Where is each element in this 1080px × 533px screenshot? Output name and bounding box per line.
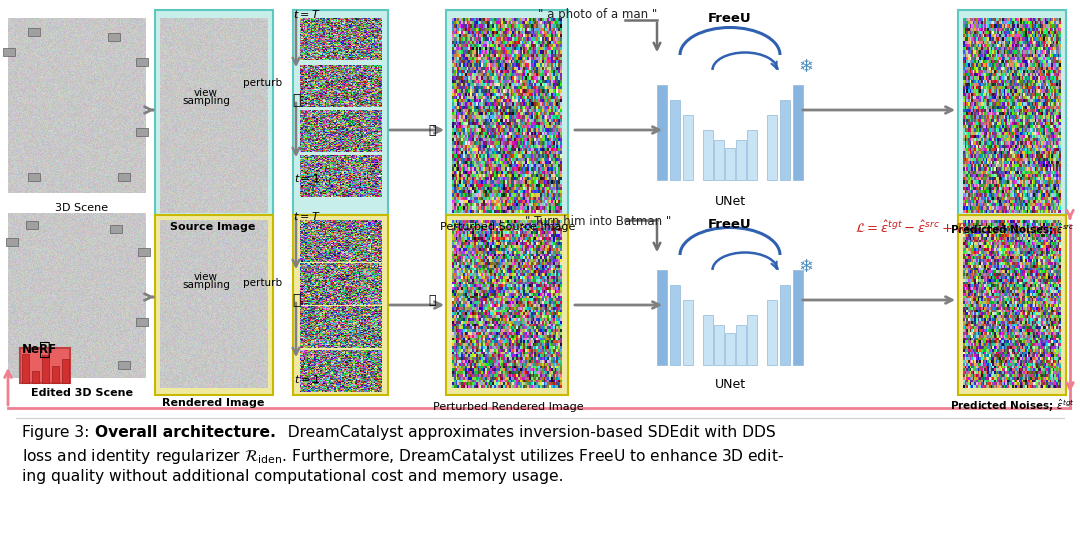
Text: 🧪: 🧪 [292, 93, 300, 107]
Text: Overall architecture.: Overall architecture. [95, 425, 276, 440]
Bar [138, 248, 150, 256]
Text: Perturbed Source Image: Perturbed Source Image [441, 222, 576, 232]
Bar [26, 221, 38, 229]
Bar [747, 130, 757, 180]
Bar [958, 215, 1066, 395]
Text: Perturbed Rendered Image: Perturbed Rendered Image [433, 402, 583, 412]
Bar [156, 215, 273, 395]
Text: ❄: ❄ [798, 58, 813, 76]
Text: 🎀: 🎀 [429, 124, 435, 136]
Text: ❄: ❄ [798, 258, 813, 276]
Text: UNet: UNet [715, 195, 745, 208]
Bar [293, 10, 388, 215]
Bar [21, 348, 70, 383]
Text: view: view [194, 272, 218, 282]
Text: view: view [194, 88, 218, 98]
Bar [725, 148, 735, 180]
Text: 3D Scene: 3D Scene [55, 203, 109, 213]
Text: $t=T$: $t=T$ [294, 8, 321, 20]
Bar [714, 325, 724, 365]
Text: 🔥: 🔥 [39, 340, 51, 359]
Bar [28, 173, 40, 181]
Bar [156, 10, 273, 215]
Bar [958, 10, 1066, 215]
Bar [28, 28, 40, 36]
Bar [703, 315, 713, 365]
Bar [657, 270, 667, 365]
Bar [747, 315, 757, 365]
Text: sampling: sampling [183, 280, 230, 290]
Bar [714, 140, 724, 180]
Text: $t=T$: $t=T$ [294, 210, 321, 222]
Bar [670, 285, 680, 365]
Bar [42, 373, 49, 383]
Bar [108, 33, 120, 41]
Bar [683, 300, 693, 365]
Bar [3, 48, 15, 56]
Text: $t=1$: $t=1$ [294, 373, 320, 385]
Text: DreamCatalyst approximates inversion-based SDEdit with DDS: DreamCatalyst approximates inversion-bas… [280, 425, 775, 440]
Bar [735, 140, 746, 180]
Text: perturb: perturb [243, 78, 282, 88]
Bar [780, 285, 789, 365]
Bar [293, 215, 388, 395]
Bar [136, 58, 148, 66]
Text: 🧪: 🧪 [292, 293, 300, 307]
Text: ing quality without additional computational cost and memory usage.: ing quality without additional computati… [22, 469, 564, 484]
Bar [793, 270, 804, 365]
Bar [136, 318, 148, 326]
Bar [780, 100, 789, 180]
Bar [22, 372, 29, 383]
Bar [52, 360, 59, 383]
Text: Predicted Noises; $\hat{\varepsilon}^{tgt}$: Predicted Noises; $\hat{\varepsilon}^{tg… [949, 398, 1075, 414]
Bar [446, 215, 568, 395]
Bar [725, 333, 735, 365]
Bar [118, 173, 130, 181]
Bar [657, 85, 667, 180]
Text: UNet: UNet [715, 378, 745, 391]
Text: loss and identity regularizer $\mathcal{R}_{\mathrm{iden}}$. Furthermore, DreamC: loss and identity regularizer $\mathcal{… [22, 447, 784, 466]
Text: NeRF: NeRF [22, 343, 57, 356]
Bar [767, 300, 777, 365]
Text: sampling: sampling [183, 96, 230, 106]
Text: Rendered Image: Rendered Image [162, 398, 265, 408]
Bar [683, 115, 693, 180]
Bar [26, 361, 38, 369]
Text: FreeU: FreeU [708, 218, 752, 231]
Text: " Turn him into Batman ": " Turn him into Batman " [525, 215, 671, 228]
Bar [735, 325, 746, 365]
Bar [767, 115, 777, 180]
Bar [62, 365, 69, 383]
Bar [446, 10, 568, 215]
Bar [110, 225, 122, 233]
Text: Edited 3D Scene: Edited 3D Scene [31, 388, 133, 398]
Text: $t=1$: $t=1$ [294, 172, 320, 184]
Bar [703, 130, 713, 180]
Bar [32, 364, 39, 383]
Text: perturb: perturb [243, 278, 282, 288]
Text: 🎀: 🎀 [429, 294, 435, 306]
Text: Predicted Noises; $\hat{\varepsilon}^{src}$: Predicted Noises; $\hat{\varepsilon}^{sr… [949, 222, 1075, 238]
Text: Source Image: Source Image [171, 222, 256, 232]
Bar [670, 100, 680, 180]
Text: $\mathcal{L} = \hat{\varepsilon}^{tgt} - \hat{\varepsilon}^{src} + \mathcal{R}$: $\mathcal{L} = \hat{\varepsilon}^{tgt} -… [855, 220, 968, 236]
Bar [6, 238, 18, 246]
Text: FreeU: FreeU [708, 12, 752, 25]
Text: " a photo of a man ": " a photo of a man " [538, 8, 658, 21]
Text: Figure 3:: Figure 3: [22, 425, 97, 440]
Bar [793, 85, 804, 180]
Bar [118, 361, 130, 369]
Bar [136, 128, 148, 136]
